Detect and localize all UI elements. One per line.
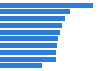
Bar — [0, 30, 60, 35]
Bar — [0, 16, 65, 21]
Bar — [0, 43, 57, 48]
Bar — [0, 57, 56, 62]
Bar — [0, 3, 93, 8]
Bar — [0, 23, 62, 28]
Bar — [0, 63, 42, 68]
Bar — [0, 9, 70, 14]
Bar — [0, 50, 56, 55]
Bar — [0, 36, 58, 41]
